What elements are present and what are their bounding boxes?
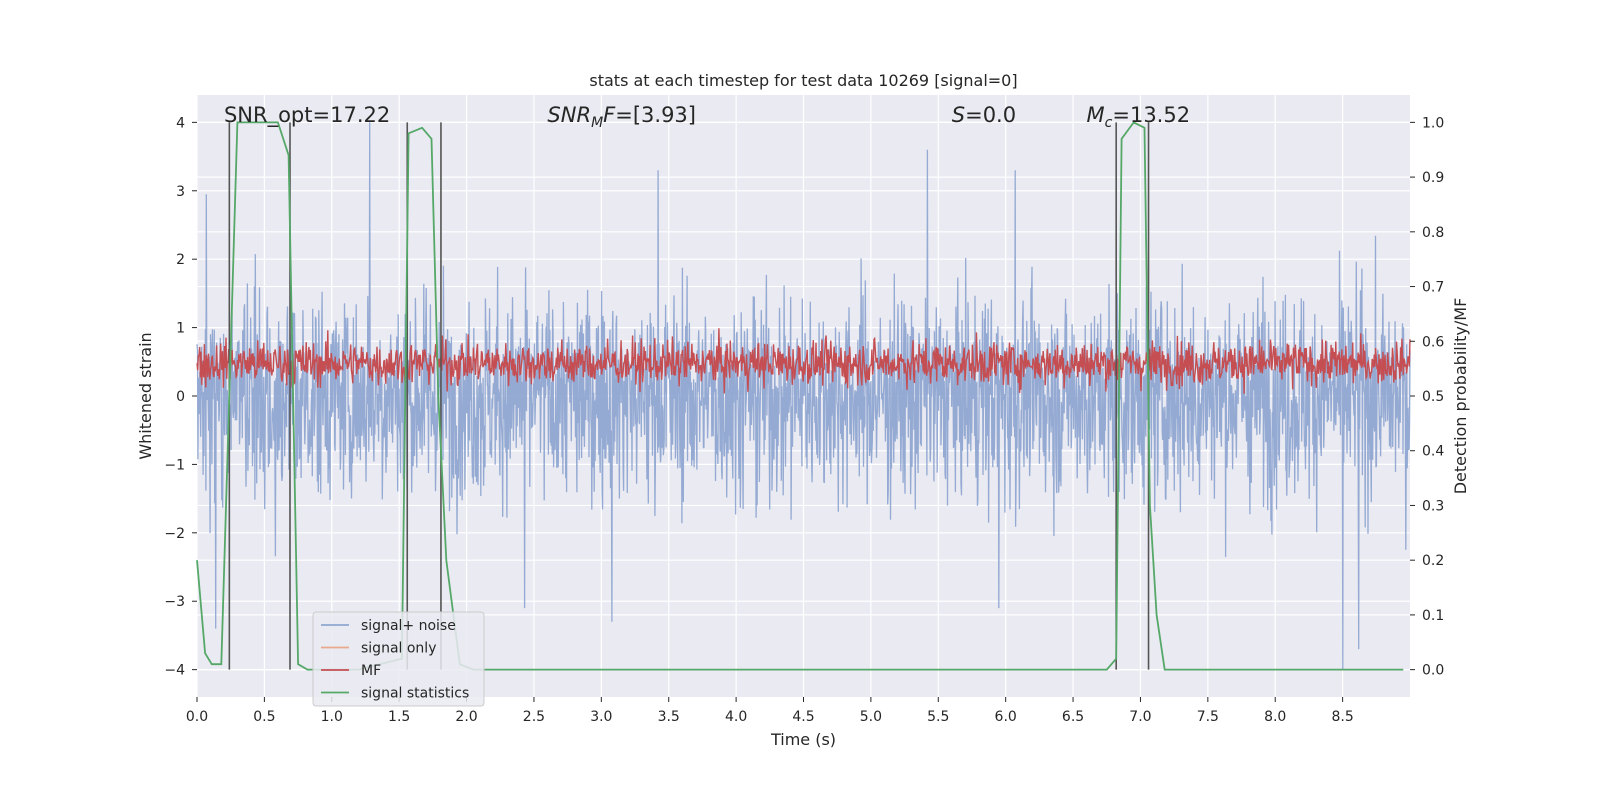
- x-axis-label: Time (s): [770, 730, 836, 749]
- y-axis-label-left: Whitened strain: [136, 332, 155, 459]
- x-tick-label: 5.5: [927, 709, 949, 725]
- legend: signal+ noise signal only MF signal statist…: [312, 611, 485, 707]
- x-tick-label: 2.5: [523, 709, 545, 725]
- annotation-s: S=0.0: [952, 103, 1016, 127]
- x-tick-label: 4.0: [725, 709, 747, 725]
- x-tick-label: 3.5: [658, 709, 680, 725]
- x-tick-label: 2.0: [455, 709, 477, 725]
- chart-title: stats at each timestep for test data 102…: [589, 71, 1017, 90]
- signal-statistics-series: [196, 121, 1404, 671]
- y-tick-label-right: 0.5: [1422, 389, 1444, 405]
- annotation-s-main: S: [952, 103, 965, 127]
- y-tick-label-right: 1.0: [1422, 115, 1444, 131]
- annotation-snr-mf-value: =[3.93]: [615, 103, 696, 127]
- legend-label: signal only: [361, 641, 436, 657]
- y-tick-label-left: −2: [164, 526, 185, 542]
- annotation-mc-sub: c: [1105, 115, 1113, 131]
- y-tick-label-right: 0.8: [1422, 225, 1444, 241]
- y-tick-label-right: 0.2: [1422, 553, 1444, 569]
- x-tick-label: 7.0: [1129, 709, 1151, 725]
- axes: 0.0 0.5 1.0 1.5 2.0 2.5 3.0 3.5 4.0 4.5 5.0 5.5 6.0 6…: [164, 115, 1444, 725]
- signal-statistics-line: [196, 121, 1404, 671]
- y-tick-label-right: 0.4: [1422, 444, 1444, 460]
- annotation-s-value: =0.0: [965, 103, 1016, 127]
- x-tick-label: 6.0: [995, 709, 1017, 725]
- y-tick-label-left: −1: [164, 457, 185, 473]
- y-tick-label-left: −3: [164, 594, 185, 610]
- y-tick-label-right: 0.1: [1422, 608, 1444, 624]
- y-tick-label-left: 0: [176, 389, 185, 405]
- legend-label: signal statistics: [361, 686, 469, 702]
- y-tick-label-right: 0.9: [1422, 170, 1444, 186]
- x-tick-label: 6.5: [1062, 709, 1084, 725]
- y-tick-label-left: 3: [176, 184, 185, 200]
- annotation-snr-mf-main: SNR: [547, 103, 591, 127]
- x-tick-label: 4.5: [792, 709, 814, 725]
- y-axis-label-right: Detection probability/MF: [1451, 298, 1470, 495]
- x-tick-label: 0.5: [253, 709, 275, 725]
- y-tick-label-right: 0.3: [1422, 498, 1444, 514]
- x-tick-label: 5.0: [860, 709, 882, 725]
- legend-box: [312, 611, 485, 707]
- annotation-mc-value: =13.52: [1112, 103, 1190, 127]
- x-tick-label: 7.5: [1197, 709, 1219, 725]
- annotation-mc: Mc=13.52: [1087, 103, 1191, 131]
- y-tick-label-right: 0.6: [1422, 334, 1444, 350]
- annotation-snr-mf-sub: M: [591, 115, 603, 131]
- annotation-mc-main: M: [1087, 103, 1105, 127]
- x-tick-label: 8.5: [1331, 709, 1353, 725]
- y-tick-label-right: 0.0: [1422, 663, 1444, 679]
- x-tick-label: 0.0: [186, 709, 208, 725]
- y-tick-label-left: 1: [176, 321, 185, 337]
- mf-line: [196, 328, 1411, 394]
- annotation-snr-mf-rest: F: [603, 103, 616, 127]
- y-tick-label-right: 0.7: [1422, 280, 1444, 296]
- y-tick-label-left: 4: [176, 115, 185, 131]
- legend-label: MF: [361, 663, 381, 679]
- x-tick-label: 8.0: [1264, 709, 1286, 725]
- annotation-snr-mf: SNRMF=[3.93]: [547, 103, 696, 131]
- x-tick-label: 1.0: [321, 709, 343, 725]
- annotation-snr-opt: SNR_opt=17.22: [224, 103, 390, 128]
- x-tick-label: 1.5: [388, 709, 410, 725]
- x-tick-label: 3.0: [590, 709, 612, 725]
- y-tick-label-left: −4: [164, 663, 185, 679]
- y-tick-label-left: 2: [176, 252, 185, 268]
- mf-series: [196, 328, 1411, 394]
- legend-label: signal+ noise: [361, 618, 456, 634]
